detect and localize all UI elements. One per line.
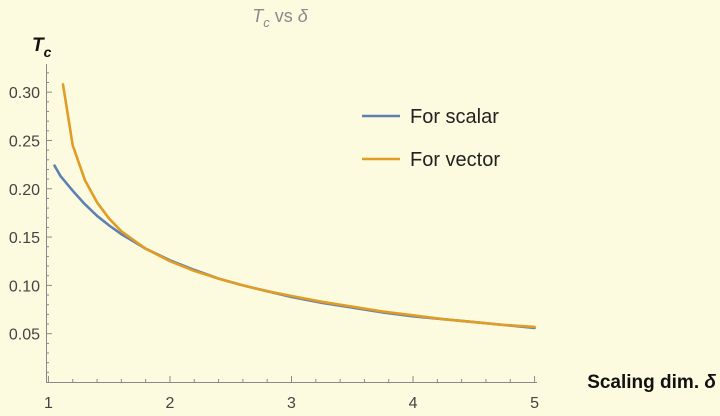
chart-title-mid: vs (270, 6, 298, 26)
y-tick-label: 0.15 (9, 230, 40, 247)
chart-title-delta: δ (298, 6, 309, 26)
x-ticks: 1 2 3 4 5 (44, 376, 539, 412)
x-tick-label: 5 (530, 395, 539, 412)
x-tick-label: 1 (44, 395, 53, 412)
y-axis-label-t: T (32, 35, 45, 56)
chart-title: Tc vs δ (252, 6, 309, 30)
series-line-scalar (53, 164, 536, 330)
x-axis-label-text: Scaling dim. (587, 372, 704, 393)
y-tick-label: 0.25 (9, 133, 40, 150)
x-tick-label: 2 (166, 395, 175, 412)
y-axis-label: Tc (32, 35, 52, 60)
legend-label-scalar: For scalar (410, 106, 499, 128)
series-line-vector (61, 83, 536, 329)
y-tick-label: 0.10 (9, 278, 40, 295)
chart-title-t: T (252, 6, 265, 26)
y-ticks: 0.05 0.10 0.15 0.20 0.25 0.30 (9, 72, 52, 373)
legend-label-vector: For vector (410, 149, 500, 171)
y-tick-label: 0.30 (9, 85, 40, 102)
x-axis-label: Scaling dim. δ (587, 372, 716, 393)
x-tick-label: 4 (409, 395, 418, 412)
x-tick-label: 3 (287, 395, 296, 412)
chart-title-sub: c (263, 15, 270, 30)
x-axis-label-delta: δ (704, 372, 716, 393)
y-tick-label: 0.05 (9, 327, 40, 344)
legend: For scalar For vector (362, 106, 500, 171)
y-tick-label: 0.20 (9, 182, 40, 199)
series-lines (53, 83, 536, 330)
y-axis-label-sub: c (44, 44, 52, 60)
